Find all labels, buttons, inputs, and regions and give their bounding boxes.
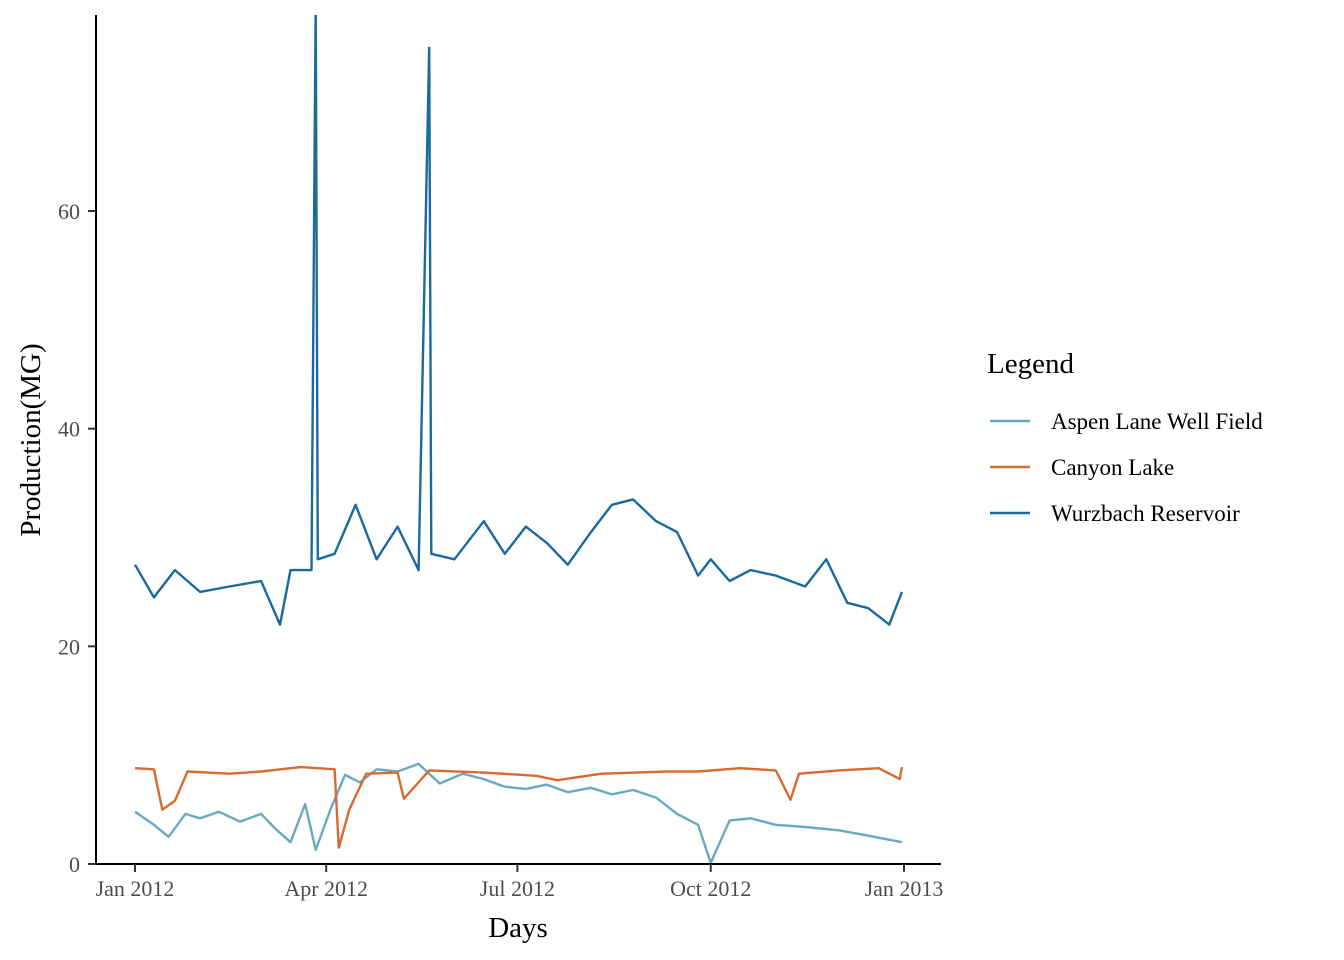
x-tick-label: Jul 2012 (480, 876, 555, 901)
y-tick-label: 60 (58, 199, 80, 224)
x-tick-label: Oct 2012 (670, 876, 751, 901)
x-tick-label: Apr 2012 (284, 876, 368, 901)
legend-title: Legend (987, 348, 1074, 380)
legend-label: Canyon Lake (1051, 455, 1174, 480)
y-ticks: 0 20 40 60 (58, 199, 96, 877)
legend: Legend Aspen Lane Well Field Canyon Lake W… (987, 348, 1263, 526)
y-tick-label: 40 (58, 417, 80, 442)
series-line-aspen-lane-well-field (134, 762, 903, 865)
legend-label: Wurzbach Reservoir (1051, 501, 1240, 526)
series-line-canyon-lake (134, 765, 904, 849)
y-tick-label: 0 (69, 852, 80, 877)
series-line-wurzbach-reservoir (133, 15, 904, 626)
y-tick-label: 20 (58, 634, 80, 659)
axes (95, 15, 941, 865)
plot-lines (133, 15, 904, 865)
x-tick-label: Jan 2013 (865, 876, 944, 901)
x-ticks: Jan 2012 Apr 2012 Jul 2012 Oct 2012 Jan 2013 (96, 864, 944, 901)
y-axis-title: Production(MG) (15, 343, 47, 536)
x-tick-label: Jan 2012 (96, 876, 175, 901)
x-axis-title: Days (488, 912, 548, 944)
legend-label: Aspen Lane Well Field (1051, 409, 1263, 434)
